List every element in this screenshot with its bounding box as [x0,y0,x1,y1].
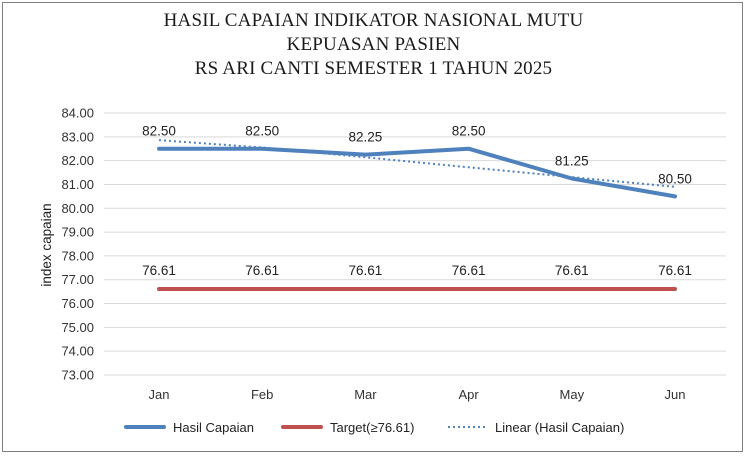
series-lines [157,139,677,292]
y-tick-label: 81.00 [61,177,94,192]
y-tick-label: 75.00 [61,320,94,335]
hasil-capaian-data-label: 81.25 [555,154,589,169]
legend-label: Target(≥76.61) [330,420,414,435]
hasil-capaian-data-label: 80.50 [658,171,692,186]
target-data-label: 76.61 [245,263,279,278]
y-tick-label: 79.00 [61,225,94,240]
target-data-label: 76.61 [452,263,486,278]
hasil-capaian-line [157,146,677,199]
trendline-series [158,139,676,188]
x-tick-label: Jan [149,387,170,402]
legend: Hasil Capaian Target(≥76.61) Linear (Hasil… [124,420,624,435]
y-tick-label: 82.00 [61,153,94,168]
y-axis-title: index capaian [39,203,54,286]
chart-title-line-3: RS ARI CANTI SEMESTER 1 TAHUN 2025 [194,58,553,79]
x-tick-labels: Jan Feb Mar Apr May Jun [149,387,686,402]
target-data-label: 76.61 [555,263,589,278]
x-tick-label: Jun [665,387,686,402]
y-tick-labels: 73.00 74.00 75.00 76.00 77.00 78.00 79.00 80.00… [61,106,94,383]
gridlines [104,112,726,376]
y-tick-label: 76.00 [61,296,94,311]
hasil-capaian-data-label: 82.50 [245,124,279,139]
x-tick-label: Feb [251,387,273,402]
y-tick-label: 77.00 [61,272,94,287]
data-labels: 82.50 82.50 82.25 82.50 81.25 80.50 76.61 76.61… [142,124,692,278]
y-tick-label: 78.00 [61,248,94,263]
target-data-label: 76.61 [142,263,176,278]
y-tick-label: 80.00 [61,201,94,216]
chart-title-line-2: KEPUASAN PASIEN [286,34,461,55]
x-tick-label: Mar [354,387,377,402]
y-tick-label: 83.00 [61,129,94,144]
chart-title-line-1: HASIL CAPAIAN INDIKATOR NASIONAL MUTU [163,10,584,31]
y-tick-label: 74.00 [61,344,94,359]
y-tick-label: 84.00 [61,106,94,121]
hasil-capaian-data-label: 82.50 [452,124,486,139]
hasil-capaian-data-label: 82.50 [142,124,176,139]
target-data-label: 76.61 [658,263,692,278]
legend-label: Linear (Hasil Capaian) [495,420,624,435]
hasil-capaian-data-label: 82.25 [349,130,383,145]
legend-label: Hasil Capaian [173,420,254,435]
x-tick-label: May [560,387,585,402]
y-tick-label: 73.00 [61,368,94,383]
x-tick-label: Apr [458,387,479,402]
target-data-label: 76.61 [349,263,383,278]
chart-frame [2,2,743,452]
